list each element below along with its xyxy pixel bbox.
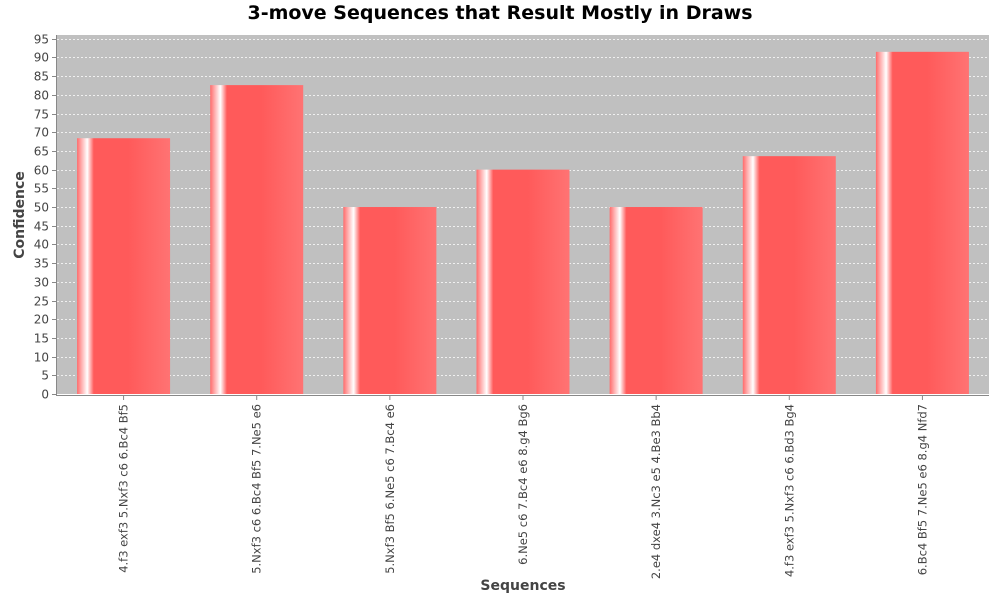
y-tick-label: 95 bbox=[34, 33, 49, 47]
bar bbox=[742, 156, 836, 394]
bar bbox=[476, 169, 570, 394]
y-tick-label: 20 bbox=[34, 313, 49, 327]
bars bbox=[77, 51, 969, 395]
x-tick-label: 2.e4 dxe4 3.Nc3 e5 4.Be3 Bb4 bbox=[649, 404, 663, 579]
y-tick-label: 50 bbox=[34, 201, 49, 215]
x-tick-label: 4.f3 exf3 5.Nxf3 c6 6.Bd3 Bg4 bbox=[782, 404, 796, 577]
y-tick-label: 40 bbox=[34, 238, 49, 252]
y-tick-label: 5 bbox=[41, 369, 49, 383]
y-tick-label: 10 bbox=[34, 351, 49, 365]
bar bbox=[343, 207, 437, 394]
x-tick-label: 6.Ne5 c6 7.Bc4 e6 8.g4 Bg6 bbox=[516, 404, 530, 565]
y-tick-label: 60 bbox=[34, 164, 49, 178]
x-tick-label: 5.Nxf3 c6 6.Bc4 Bf5 7.Ne5 e6 bbox=[250, 404, 264, 574]
y-tick-label: 0 bbox=[41, 388, 49, 402]
chart-title: 3-move Sequences that Result Mostly in D… bbox=[247, 2, 753, 24]
bar bbox=[875, 51, 969, 394]
y-tick-label: 85 bbox=[34, 70, 49, 84]
y-tick-label: 75 bbox=[34, 108, 49, 122]
y-tick-label: 25 bbox=[34, 295, 49, 309]
y-tick-label: 80 bbox=[34, 89, 49, 103]
y-ticks: 0 5 10 15 20 25 30 35 40 45 50 55 60 65 70 75 80 85 90 95 bbox=[34, 33, 56, 402]
y-tick-label: 65 bbox=[34, 145, 49, 159]
bar bbox=[609, 207, 703, 394]
x-ticks: 4.f3 exf3 5.Nxf3 c6 6.Bc4 Bf5 5.Nxf3 c6 6… bbox=[117, 395, 929, 579]
bar bbox=[77, 138, 171, 394]
bar bbox=[210, 85, 304, 395]
x-axis-label: Sequences bbox=[480, 578, 566, 594]
y-tick-label: 45 bbox=[34, 220, 49, 234]
y-tick-label: 90 bbox=[34, 51, 49, 65]
y-tick-label: 30 bbox=[34, 276, 49, 290]
x-tick-label: 5.Nxf3 Bf5 6.Ne5 c6 7.Bc4 e6 bbox=[383, 404, 397, 574]
y-tick-label: 70 bbox=[34, 126, 49, 140]
y-tick-label: 55 bbox=[34, 182, 49, 196]
x-tick-label: 6.Bc4 Bf5 7.Ne5 e6 8.g4 Nfd7 bbox=[915, 404, 929, 575]
y-tick-label: 15 bbox=[34, 332, 49, 346]
y-tick-label: 35 bbox=[34, 257, 49, 271]
x-tick-label: 4.f3 exf3 5.Nxf3 c6 6.Bc4 Bf5 bbox=[117, 404, 131, 573]
